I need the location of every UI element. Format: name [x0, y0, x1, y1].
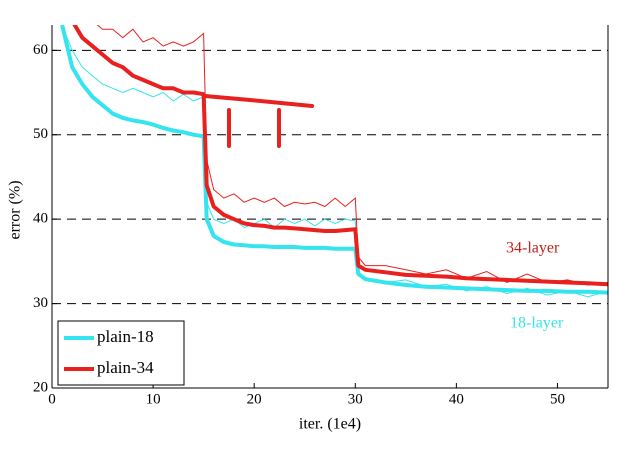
grid	[52, 49, 608, 305]
y-tick-label: 50	[33, 126, 48, 142]
x-tick-label: 10	[146, 391, 161, 407]
annotation: 34-layer	[506, 240, 560, 257]
legend	[57, 320, 185, 386]
hand-drawn-mark	[203, 94, 314, 148]
x-tick-label: 30	[348, 391, 363, 407]
y-tick-label: 60	[33, 42, 48, 58]
legend-label: plain-18	[97, 327, 154, 346]
y-axis-label: error (%)	[7, 180, 24, 239]
x-tick-label: 0	[48, 391, 56, 407]
y-tick-label: 40	[33, 211, 48, 227]
train-line	[96, 25, 608, 286]
legend-label: plain-34	[97, 358, 154, 377]
y-tick-label: 20	[33, 379, 48, 395]
y-tick-label: 30	[33, 295, 48, 311]
x-axis-label: iter. (1e4)	[299, 416, 361, 433]
x-tick-label: 40	[449, 391, 464, 407]
axes: 20 30 40 50 60 0 10 20 30 40 50	[33, 25, 609, 407]
line	[72, 25, 608, 287]
x-tick-label: 20	[247, 391, 262, 407]
plot-area	[60, 25, 608, 298]
annotation: 18-layer	[510, 315, 564, 332]
line	[60, 25, 608, 295]
legend-items: plain-18 plain-34	[64, 327, 154, 377]
x-tick-label: 50	[550, 391, 565, 407]
